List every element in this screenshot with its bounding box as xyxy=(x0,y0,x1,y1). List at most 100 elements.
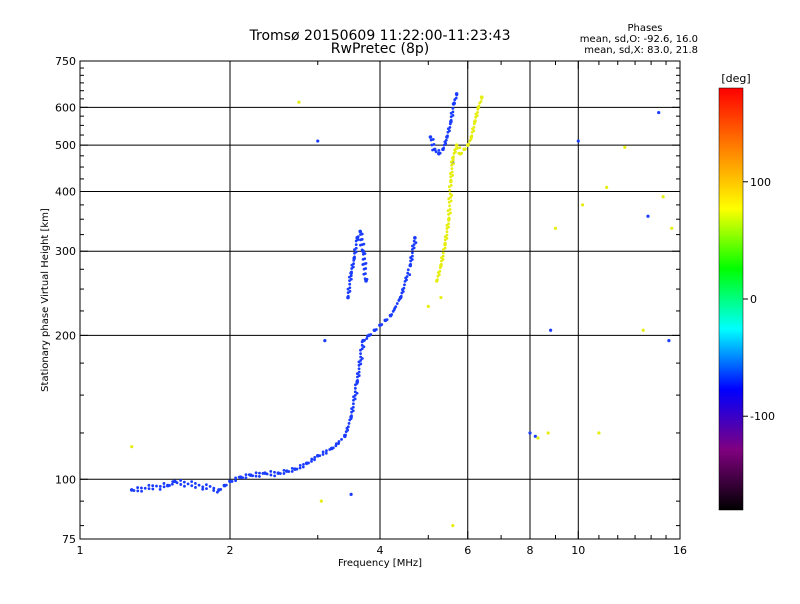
colorbar: [deg] 100 0 -100 xyxy=(718,72,775,511)
data-point xyxy=(597,431,601,435)
data-point xyxy=(667,339,671,343)
data-point xyxy=(446,134,449,138)
data-point xyxy=(442,146,445,150)
data-point xyxy=(449,160,453,164)
data-point xyxy=(244,473,248,476)
data-point xyxy=(623,145,627,149)
data-point xyxy=(353,255,356,259)
data-point xyxy=(353,248,356,252)
data-point xyxy=(449,195,453,199)
data-point xyxy=(452,155,455,159)
data-point xyxy=(334,442,338,446)
data-point xyxy=(478,101,482,105)
data-point xyxy=(352,398,355,402)
data-point xyxy=(446,127,450,131)
data-point xyxy=(411,247,414,251)
data-point xyxy=(411,244,414,248)
data-point xyxy=(553,226,558,230)
data-point xyxy=(348,279,351,283)
data-point xyxy=(357,360,361,364)
data-point xyxy=(364,279,368,283)
data-point xyxy=(450,163,453,167)
data-point xyxy=(251,474,255,478)
data-point xyxy=(446,209,450,213)
y-tick-label: 200 xyxy=(55,329,76,342)
data-point xyxy=(136,486,140,489)
data-point xyxy=(445,223,449,227)
data-point xyxy=(397,299,401,302)
data-point xyxy=(430,143,434,147)
data-point xyxy=(310,459,313,463)
data-point xyxy=(438,151,442,155)
data-point xyxy=(442,143,446,147)
data-point xyxy=(403,283,406,287)
data-point xyxy=(646,214,650,218)
data-point xyxy=(409,259,413,263)
data-point xyxy=(350,407,354,411)
y-tick-label: 600 xyxy=(55,101,76,114)
data-point xyxy=(533,434,537,438)
data-point xyxy=(348,282,352,286)
y-tick-label: 75 xyxy=(62,533,76,546)
data-point xyxy=(340,437,343,441)
data-point xyxy=(298,464,302,467)
data-point xyxy=(447,197,451,201)
data-point xyxy=(400,291,404,295)
data-point xyxy=(273,474,277,478)
chart-title: Tromsø 20150609 11:22:00-11:23:43 xyxy=(249,28,511,44)
data-point xyxy=(321,453,325,456)
data-point xyxy=(356,235,360,238)
data-point xyxy=(452,151,456,155)
data-point xyxy=(316,139,320,143)
data-point xyxy=(182,480,186,484)
data-point xyxy=(473,119,477,122)
data-point xyxy=(350,410,353,414)
data-point xyxy=(318,454,322,458)
data-point xyxy=(460,151,464,155)
data-point xyxy=(302,462,305,466)
data-point xyxy=(443,238,447,242)
data-point xyxy=(401,288,404,291)
data-point xyxy=(230,480,234,483)
data-point xyxy=(448,204,452,208)
data-point xyxy=(190,484,194,488)
data-point xyxy=(448,172,452,175)
data-point xyxy=(657,110,661,115)
x-tick-label: 2 xyxy=(227,544,234,557)
data-point xyxy=(194,486,197,489)
data-point xyxy=(350,414,353,418)
data-point xyxy=(403,279,407,283)
data-point xyxy=(348,275,351,279)
data-point xyxy=(470,134,474,138)
data-point xyxy=(451,524,455,528)
data-point xyxy=(350,270,353,274)
data-point xyxy=(605,185,609,189)
data-point xyxy=(443,241,447,245)
data-point xyxy=(334,444,338,448)
phases-x-stats: mean, sd,X: 83.0, 21.8 xyxy=(584,45,698,56)
data-point xyxy=(363,252,367,256)
colorbar-tick-label: 100 xyxy=(750,176,771,189)
data-point xyxy=(458,146,462,150)
data-point xyxy=(436,274,440,278)
data-point xyxy=(404,276,408,280)
data-point xyxy=(201,487,205,491)
data-point xyxy=(359,348,362,352)
data-point xyxy=(147,483,151,487)
data-point xyxy=(201,485,205,489)
data-point xyxy=(395,302,399,305)
data-point xyxy=(297,100,301,104)
data-point xyxy=(448,188,452,192)
data-point xyxy=(477,104,481,108)
y-tick-label: 500 xyxy=(55,139,76,152)
data-point xyxy=(353,386,357,390)
data-point xyxy=(429,138,433,142)
data-point xyxy=(449,199,453,203)
data-point xyxy=(301,465,305,469)
data-point xyxy=(449,178,453,182)
data-point xyxy=(470,130,474,134)
data-point xyxy=(151,484,155,488)
data-point xyxy=(158,487,162,491)
data-point xyxy=(365,337,369,340)
